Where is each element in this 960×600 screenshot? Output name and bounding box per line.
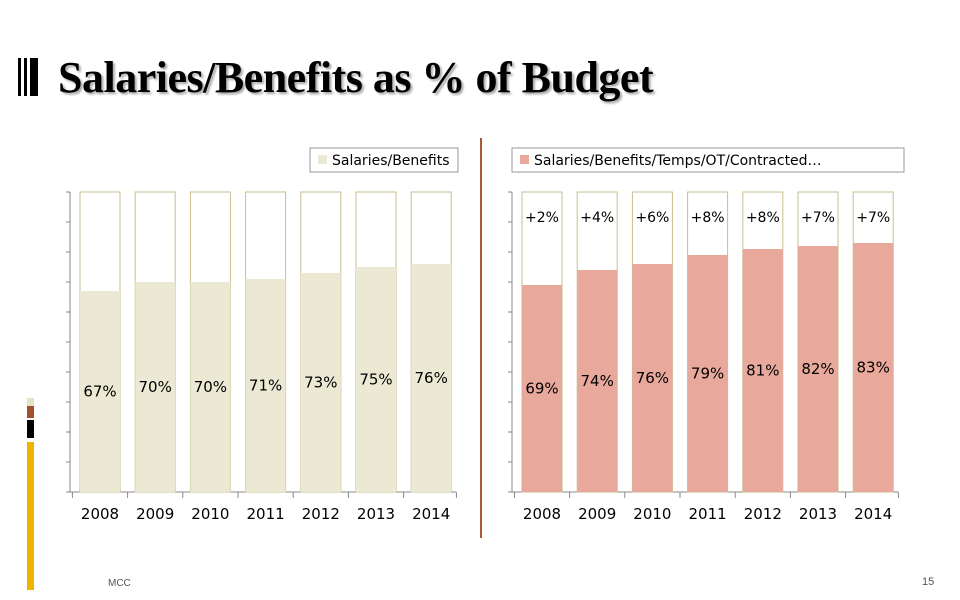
data-label: 76% bbox=[415, 369, 448, 387]
x-tick-label: 2009 bbox=[578, 505, 616, 523]
bar-2014 bbox=[411, 264, 452, 492]
annotation-label: +8% bbox=[746, 210, 780, 226]
x-tick-label: 2011 bbox=[247, 505, 285, 523]
bar-2008 bbox=[522, 285, 562, 492]
x-tick-label: 2010 bbox=[633, 505, 671, 523]
x-tick-label: 2014 bbox=[412, 505, 450, 523]
data-label: 67% bbox=[83, 383, 116, 401]
x-tick-label: 2014 bbox=[854, 505, 892, 523]
x-tick-label: 2010 bbox=[191, 505, 229, 523]
x-tick-label: 2008 bbox=[81, 505, 119, 523]
bar-2009 bbox=[135, 282, 176, 492]
footer-organization: MCC bbox=[108, 578, 131, 589]
accent-bar-black bbox=[27, 420, 34, 438]
legend-box bbox=[511, 147, 905, 173]
x-tick-label: 2013 bbox=[357, 505, 395, 523]
bar-2012 bbox=[300, 273, 341, 492]
x-tick-label: 2009 bbox=[136, 505, 174, 523]
bar-2009 bbox=[577, 270, 618, 492]
accent-bar-light bbox=[27, 398, 34, 406]
legend-swatch bbox=[520, 155, 529, 164]
bar-2011 bbox=[687, 255, 728, 492]
title-bars-icon bbox=[18, 58, 38, 96]
data-label: 74% bbox=[581, 372, 614, 390]
data-label: 69% bbox=[525, 380, 558, 398]
slide-title: Salaries/Benefits as % of Budget bbox=[58, 53, 654, 102]
bar-2012 bbox=[742, 249, 783, 492]
bar-2008 bbox=[80, 291, 120, 492]
data-label: 82% bbox=[801, 360, 834, 378]
annotation-label: +6% bbox=[635, 210, 669, 226]
x-tick-label: 2008 bbox=[523, 505, 561, 523]
data-label: 76% bbox=[636, 369, 669, 387]
chart-salaries-benefits-temps-ot: Salaries/Benefits/Temps/OT/Contracted… 20… bbox=[508, 147, 905, 523]
data-label: 71% bbox=[249, 377, 282, 395]
bar-2013 bbox=[798, 246, 838, 492]
data-label: 79% bbox=[691, 365, 724, 383]
legend-label: Salaries/Benefits bbox=[332, 153, 450, 169]
data-label: 70% bbox=[194, 378, 227, 396]
bar-2013 bbox=[356, 267, 396, 492]
data-label: 73% bbox=[304, 374, 337, 392]
data-label: 83% bbox=[857, 359, 890, 377]
annotation-label: +7% bbox=[801, 210, 835, 226]
bar-2010 bbox=[632, 264, 673, 492]
x-tick-label: 2011 bbox=[689, 505, 727, 523]
x-tick-label: 2012 bbox=[302, 505, 340, 523]
x-tick-label: 2012 bbox=[744, 505, 782, 523]
data-label: 70% bbox=[139, 378, 172, 396]
panel-divider bbox=[480, 138, 482, 538]
chart-salaries-benefits: Salaries/Benefits 2008 67% 2009 70% 2010 70% 20… bbox=[66, 147, 459, 523]
annotation-label: +7% bbox=[856, 210, 890, 226]
bar-2011 bbox=[245, 279, 286, 492]
data-label: 81% bbox=[746, 362, 779, 380]
annotation-label: +4% bbox=[580, 210, 614, 226]
bar-2014 bbox=[853, 243, 894, 492]
annotation-label: +2% bbox=[525, 210, 559, 226]
legend-label: Salaries/Benefits/Temps/OT/Contracted… bbox=[534, 153, 822, 169]
legend-box bbox=[309, 147, 459, 173]
x-tick-label: 2013 bbox=[799, 505, 837, 523]
annotation-label: +8% bbox=[691, 210, 725, 226]
accent-bar-yellow bbox=[27, 442, 34, 590]
bar-2010 bbox=[190, 282, 231, 492]
accent-bar-brown bbox=[27, 406, 34, 418]
data-label: 75% bbox=[359, 371, 392, 389]
legend-swatch bbox=[318, 155, 327, 164]
page-number: 15 bbox=[922, 576, 935, 588]
